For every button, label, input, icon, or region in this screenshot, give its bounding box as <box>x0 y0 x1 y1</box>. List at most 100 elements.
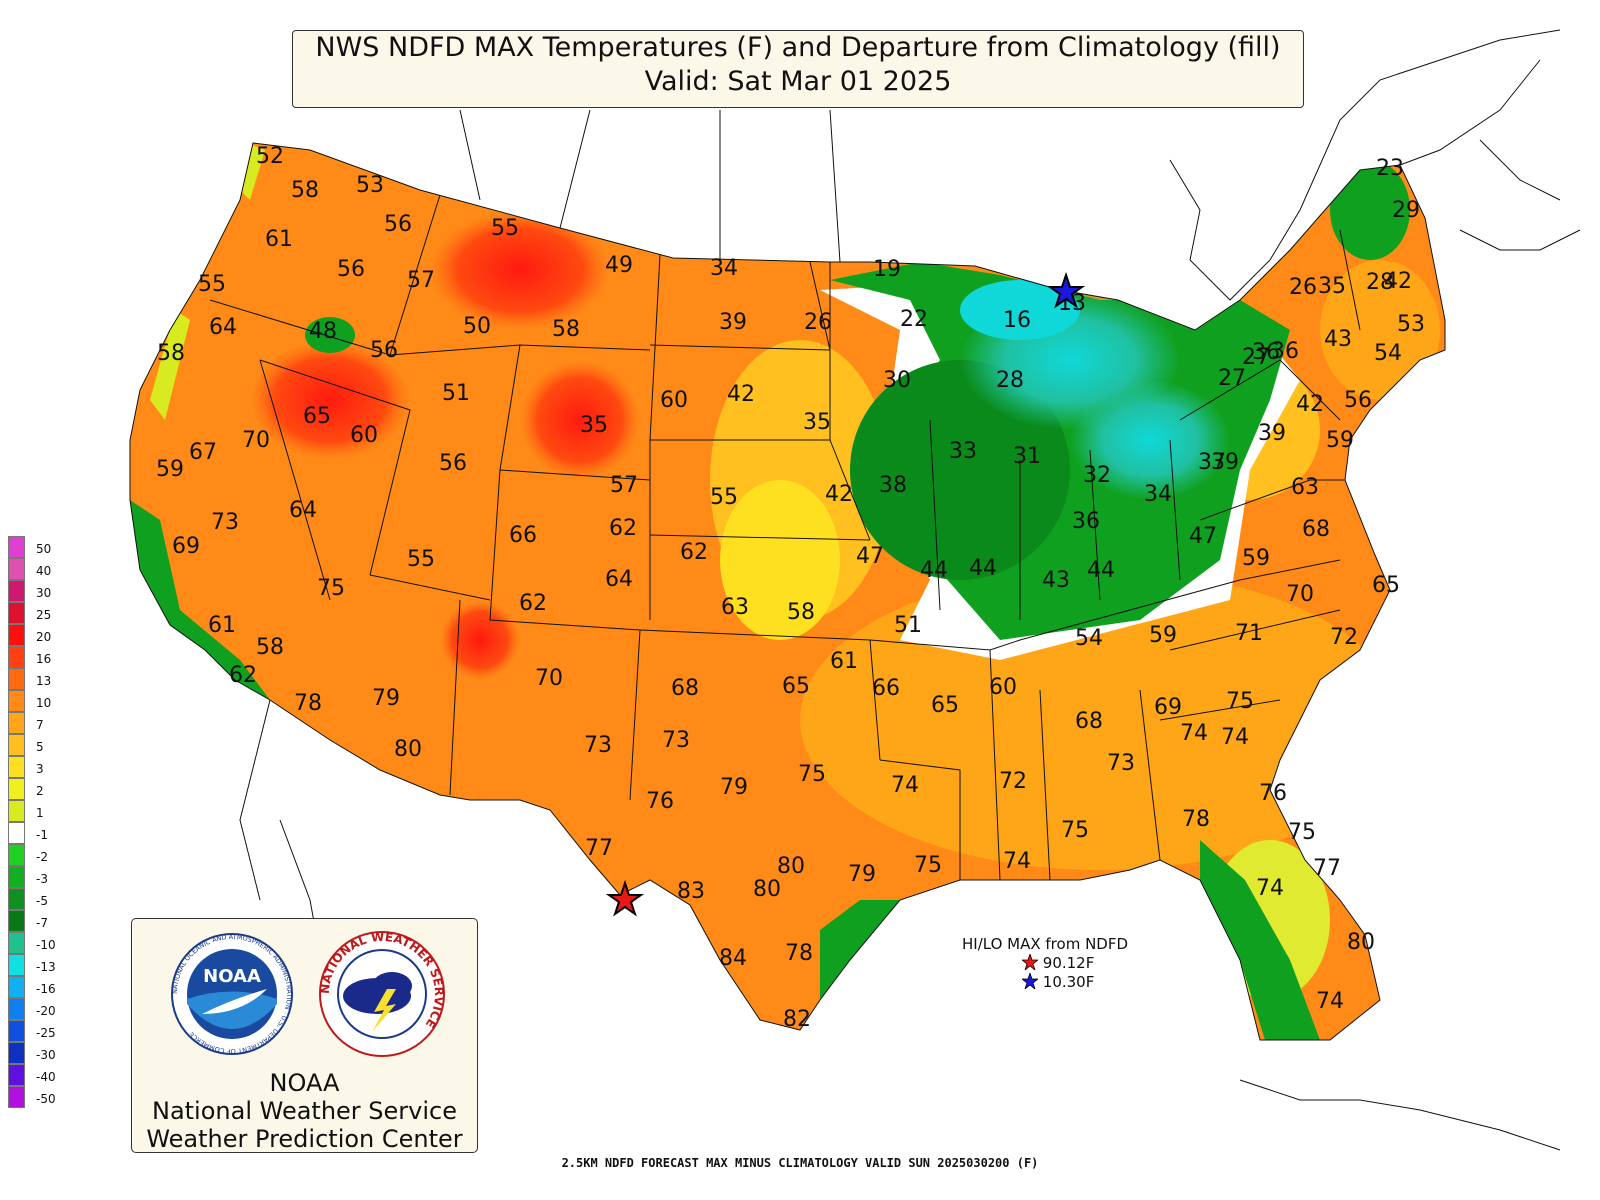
temperature-label: 78 <box>785 941 813 966</box>
legend-swatch <box>8 822 25 844</box>
temperature-label: 75 <box>1226 689 1254 714</box>
legend-swatch <box>8 646 25 668</box>
legend-label: 7 <box>36 718 44 732</box>
legend-label: -7 <box>36 916 48 930</box>
legend-label: 1 <box>36 806 44 820</box>
temperature-label: 28 <box>996 368 1024 393</box>
temperature-label: 72 <box>999 769 1027 794</box>
legend-label: 13 <box>36 674 52 688</box>
temperature-label: 68 <box>1302 517 1330 542</box>
temperature-label: 64 <box>209 315 237 340</box>
legend-label: 16 <box>36 652 52 666</box>
temperature-label: 44 <box>1087 558 1115 583</box>
map-lo-star <box>1046 271 1086 309</box>
temperature-label: 80 <box>394 737 422 762</box>
temperature-label: 37 <box>1198 450 1226 475</box>
temperature-label: 75 <box>1288 820 1316 845</box>
temperature-label: 69 <box>1154 695 1182 720</box>
legend-label: -16 <box>36 982 56 996</box>
temperature-label: 70 <box>535 666 563 691</box>
legend-label: -3 <box>36 872 48 886</box>
temperature-label: 56 <box>370 338 398 363</box>
temperature-label: 62 <box>609 516 637 541</box>
temperature-label: 75 <box>914 853 942 878</box>
legend-swatch <box>8 1064 25 1086</box>
temperature-label: 74 <box>1221 725 1249 750</box>
temperature-label: 82 <box>783 1007 811 1032</box>
nws-logo-icon <box>319 931 445 1057</box>
temperature-label: 83 <box>677 879 705 904</box>
temperature-label: 78 <box>294 691 322 716</box>
temperature-label: 84 <box>719 946 747 971</box>
temperature-label: 73 <box>662 728 690 753</box>
temperature-label: 65 <box>931 693 959 718</box>
legend-swatch <box>8 1086 25 1108</box>
nws-label: National Weather Service <box>151 1097 457 1125</box>
legend-label: 40 <box>36 564 52 578</box>
legend-label: 3 <box>36 762 44 776</box>
legend-swatch <box>8 536 25 558</box>
temperature-label: 65 <box>303 404 331 429</box>
temperature-label: 63 <box>1291 475 1319 500</box>
temperature-label: 56 <box>337 257 365 282</box>
temperature-label: 44 <box>920 558 948 583</box>
temperature-label: 47 <box>856 544 884 569</box>
temperature-label: 59 <box>1326 428 1354 453</box>
temperature-label: 26 <box>804 310 832 335</box>
temperature-label: 60 <box>350 423 378 448</box>
canada-outline <box>1169 29 1581 1151</box>
temperature-label: 70 <box>1286 582 1314 607</box>
temperature-label: 62 <box>229 663 257 688</box>
legend-label: -1 <box>36 828 48 842</box>
temperature-label: 49 <box>605 253 633 278</box>
temperature-label: 53 <box>356 173 384 198</box>
temperature-label: 73 <box>584 733 612 758</box>
temperature-label: 64 <box>289 498 317 523</box>
temperature-label: 16 <box>1003 308 1031 333</box>
temperature-label: 42 <box>1384 269 1412 294</box>
temperature-label: 35 <box>1318 274 1346 299</box>
temperature-label: 65 <box>782 674 810 699</box>
temperature-label: 70 <box>242 428 270 453</box>
legend-label: -40 <box>36 1070 56 1084</box>
state-boundaries <box>129 109 1446 1041</box>
map-hi-star <box>605 879 645 917</box>
temperature-label: 26 <box>1289 275 1317 300</box>
temperature-label: 53 <box>1397 312 1425 337</box>
temperature-label: 51 <box>442 381 470 406</box>
legend-label: 30 <box>36 586 52 600</box>
legend-swatch <box>8 602 25 624</box>
temperature-label: 55 <box>491 216 519 241</box>
temperature-label: 66 <box>509 523 537 548</box>
legend-swatch <box>8 580 25 602</box>
legend-label: -2 <box>36 850 48 864</box>
legend-swatch <box>8 1042 25 1064</box>
temperature-label: 31 <box>1013 444 1041 469</box>
temperature-label: 71 <box>1235 621 1263 646</box>
temperature-label: 72 <box>1330 625 1358 650</box>
temperature-label: 39 <box>719 310 747 335</box>
temperature-label: 77 <box>1313 856 1341 881</box>
temperature-label: 61 <box>830 649 858 674</box>
temperature-label: 50 <box>463 314 491 339</box>
legend-swatch <box>8 558 25 580</box>
legend-swatch <box>8 932 25 954</box>
legend-swatch <box>8 624 25 646</box>
temperature-label: 58 <box>256 635 284 660</box>
legend-label: 50 <box>36 542 52 556</box>
temperature-label: 54 <box>1374 341 1402 366</box>
temperature-label: 58 <box>291 178 319 203</box>
legend-label: -10 <box>36 938 56 952</box>
temperature-label: 22 <box>900 307 928 332</box>
temperature-label: 30 <box>883 368 911 393</box>
temperature-label: 59 <box>156 457 184 482</box>
hilo-title: HI/LO MAX from NDFD <box>962 935 1129 953</box>
temperature-label: 36 <box>1072 509 1100 534</box>
temperature-label: 74 <box>1256 876 1284 901</box>
temperature-label: 35 <box>580 413 608 438</box>
temperature-label: 74 <box>1180 721 1208 746</box>
wpc-label: Weather Prediction Center <box>146 1125 463 1153</box>
legend-label: 10 <box>36 696 52 710</box>
temperature-label: 75 <box>1061 818 1089 843</box>
temperature-label: 64 <box>605 567 633 592</box>
